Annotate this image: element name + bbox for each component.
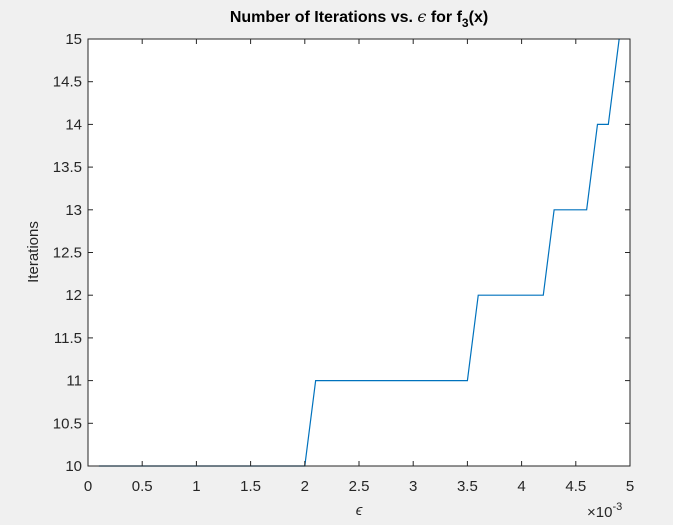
x-tick-label: 2.5 (349, 478, 370, 495)
x-tick-label: 1 (192, 478, 200, 495)
x-exponent-base: ×10 (587, 504, 612, 521)
x-tick-label: 1.5 (240, 478, 261, 495)
x-tick-label: 0 (84, 478, 92, 495)
x-tick-label: 4.5 (565, 478, 586, 495)
y-tick-label: 10 (65, 458, 82, 475)
y-tick-label: 12.5 (53, 245, 82, 262)
x-tick-label: 5 (626, 478, 634, 495)
y-tick-label: 13 (65, 202, 82, 219)
y-tick-label: 12 (65, 287, 82, 304)
y-tick-label: 10.5 (53, 415, 82, 432)
title-end: (x) (469, 9, 489, 26)
x-tick-label: 3 (409, 478, 417, 495)
y-tick-label: 11 (66, 373, 82, 390)
title-subscript: 3 (462, 16, 469, 30)
x-axis-label: ϵ (356, 502, 363, 519)
x-tick-label: 3.5 (457, 478, 478, 495)
title-mid: for f (426, 9, 462, 26)
y-tick-label: 14.5 (53, 74, 82, 91)
title-symbol: ϵ (417, 7, 426, 26)
y-tick-label: 11.5 (54, 330, 82, 347)
x-tick-label: 0.5 (132, 478, 153, 495)
chart-title: Number of Iterations vs. ϵ for f3(x) (230, 7, 488, 30)
plot-area (88, 39, 630, 466)
x-tick-label: 4 (517, 478, 525, 495)
y-axis-label: Iterations (25, 221, 42, 283)
y-tick-label: 15 (65, 31, 82, 48)
y-tick-label: 14 (65, 116, 82, 133)
y-axis-ticks: 10 10.5 11 11.5 12 12.5 13 13.5 14 14.5 15 (53, 31, 630, 475)
x-exponent-power: -3 (612, 501, 622, 513)
title-main: Number of Iterations vs. (230, 9, 418, 26)
x-tick-label: 2 (301, 478, 309, 495)
x-axis-exponent: ×10-3 (587, 501, 622, 521)
y-tick-label: 13.5 (53, 159, 82, 176)
x-axis-ticks: 0 0.5 1 1.5 2 2.5 3 3.5 4 4.5 5 (84, 39, 634, 495)
